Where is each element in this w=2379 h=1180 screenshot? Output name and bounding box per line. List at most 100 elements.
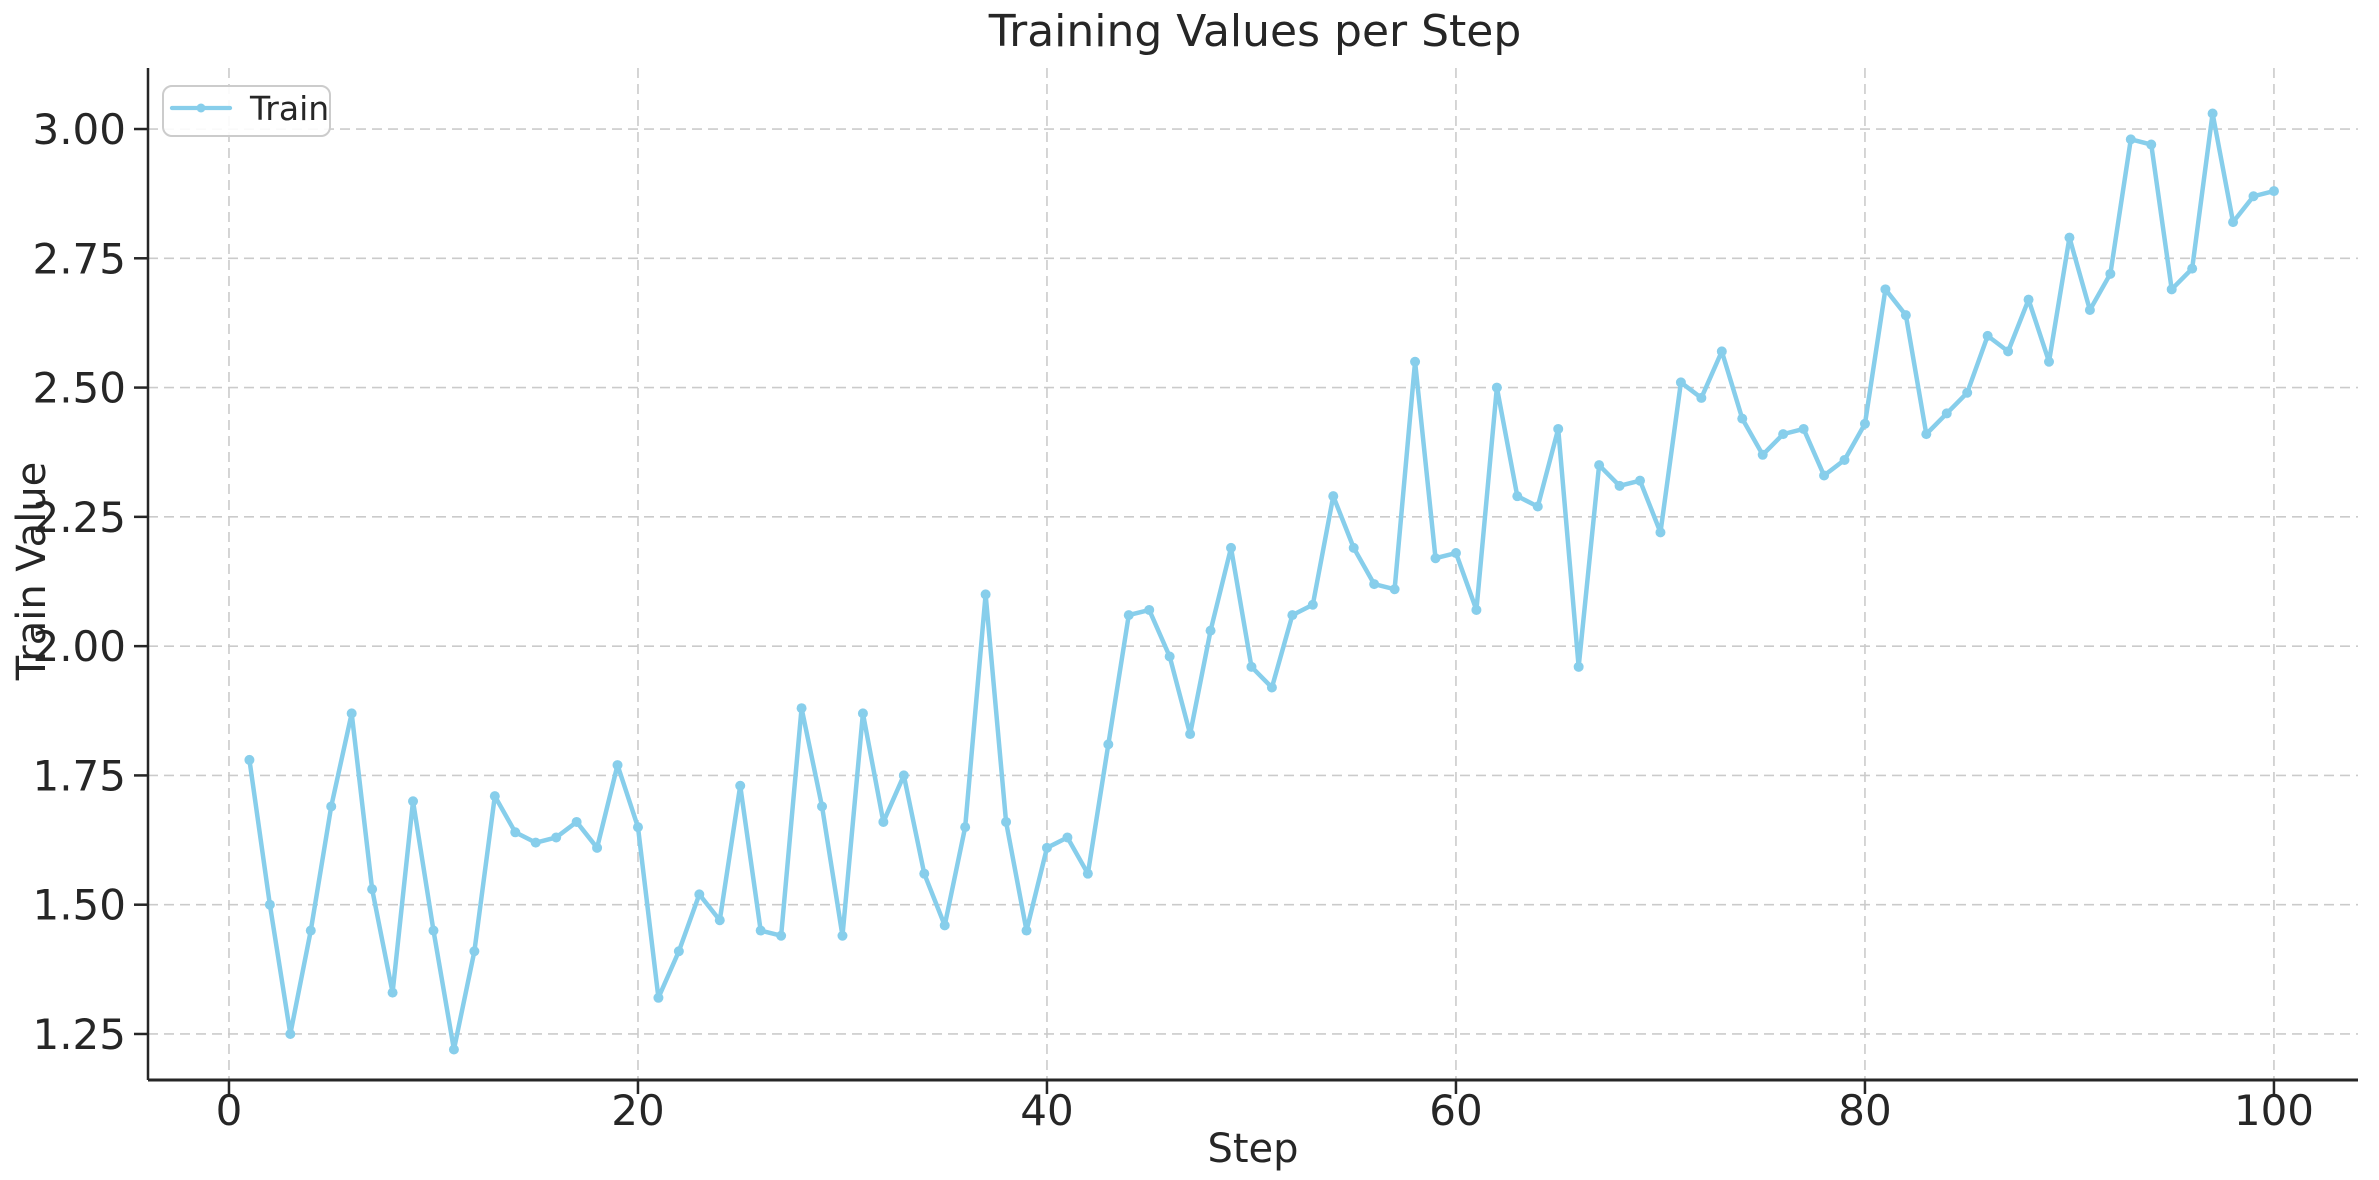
data-point-marker (2044, 356, 2055, 367)
data-point-marker (244, 754, 255, 765)
data-point-marker (1941, 408, 1952, 419)
data-point-marker (1655, 527, 1666, 538)
data-point-marker (817, 801, 828, 812)
data-point-marker (776, 930, 787, 941)
grid-lines (148, 68, 2358, 1080)
data-point-marker (1614, 480, 1625, 491)
data-point-marker (1369, 579, 1380, 590)
data-point-marker (1491, 382, 1502, 393)
y-tick-label: 3.00 (32, 105, 126, 154)
data-point-marker (2084, 305, 2095, 316)
data-point-marker (1348, 542, 1359, 553)
data-point-marker (1839, 454, 1850, 465)
data-point-marker (1573, 661, 1584, 672)
data-point-marker (2207, 108, 2218, 119)
train-series (244, 108, 2279, 1055)
data-point-marker (1819, 470, 1830, 481)
data-point-marker (489, 791, 500, 802)
data-point-marker (1778, 429, 1789, 440)
data-point-marker (1205, 625, 1216, 636)
train-series-line (247, 111, 2277, 1052)
data-point-marker (1062, 832, 1073, 843)
data-point-marker (960, 822, 971, 833)
x-tick-label: 80 (1838, 1086, 1891, 1135)
data-point-marker (1450, 548, 1461, 559)
data-point-marker (755, 925, 766, 936)
x-tick-label: 20 (611, 1086, 664, 1135)
legend-marker (196, 103, 206, 113)
x-tick-label: 100 (2234, 1086, 2314, 1135)
data-point-marker (408, 796, 419, 807)
y-tick-label: 2.25 (32, 493, 126, 542)
data-point-marker (796, 703, 807, 714)
x-tick-label: 40 (1020, 1086, 1073, 1135)
data-point-marker (264, 899, 275, 910)
axis-ticks: 0 20 40 60 80 100 1.25 1.50 1.75 2.00 2.25 2.50 2.75… (32, 105, 2314, 1135)
data-point-marker (2187, 263, 2198, 274)
y-tick-label: 2.75 (32, 234, 126, 283)
data-point-marker (1307, 599, 1318, 610)
data-point-marker (653, 992, 664, 1003)
data-point-marker (448, 1044, 459, 1055)
data-point-marker (1266, 682, 1277, 693)
data-point-marker (1900, 310, 1911, 321)
data-point-marker (1921, 429, 1932, 440)
data-point-marker (2003, 346, 2014, 357)
data-point-marker (592, 842, 603, 853)
y-tick-label: 1.50 (32, 881, 126, 930)
data-point-marker (1696, 392, 1707, 403)
data-point-marker (1962, 387, 1973, 398)
data-point-marker (1635, 475, 1646, 486)
data-point-marker (1675, 377, 1686, 388)
data-point-marker (1430, 553, 1441, 564)
legend-box (162, 85, 331, 137)
data-point-marker (1164, 651, 1175, 662)
data-point-marker (1389, 584, 1400, 595)
legend: Train (162, 85, 331, 137)
data-point-marker (714, 915, 725, 926)
data-point-marker (1880, 284, 1891, 295)
data-point-marker (1716, 346, 1727, 357)
data-point-marker (1757, 449, 1768, 460)
data-point-marker (1082, 868, 1093, 879)
x-tick-label: 0 (216, 1086, 243, 1135)
data-point-marker (2125, 134, 2136, 145)
data-point-marker (735, 780, 746, 791)
data-point-marker (1553, 423, 1564, 434)
data-point-marker (1123, 610, 1134, 621)
data-point-marker (346, 708, 357, 719)
data-point-marker (2268, 186, 2279, 197)
chart-title: Training Values per Step (988, 6, 1522, 57)
data-point-marker (2064, 232, 2075, 243)
data-point-marker (510, 827, 521, 838)
legend-label: Train (249, 89, 329, 128)
data-point-marker (1041, 842, 1052, 853)
data-point-marker (469, 946, 480, 957)
x-axis-label: Step (1207, 1126, 1298, 1172)
data-point-marker (857, 708, 868, 719)
data-point-marker (2146, 139, 2157, 150)
data-point-marker (694, 889, 705, 900)
data-point-marker (387, 987, 398, 998)
data-point-marker (285, 1028, 296, 1039)
data-point-marker (673, 946, 684, 957)
data-point-marker (428, 925, 439, 936)
data-point-marker (1798, 423, 1809, 434)
y-tick-label: 1.25 (32, 1010, 126, 1059)
data-point-marker (1328, 491, 1339, 502)
data-point-marker (1144, 604, 1155, 615)
data-point-marker (919, 868, 930, 879)
data-point-marker (1512, 491, 1523, 502)
data-point-marker (1001, 816, 1012, 827)
data-point-marker (1287, 610, 1298, 621)
data-point-marker (2023, 294, 2034, 305)
data-point-marker (1103, 739, 1114, 750)
data-point-marker (1594, 460, 1605, 471)
data-point-marker (571, 816, 582, 827)
data-point-marker (1185, 729, 1196, 740)
data-point-marker (551, 832, 562, 843)
y-axis-label: Train Value (9, 462, 55, 682)
data-point-marker (612, 760, 623, 771)
data-point-marker (1021, 925, 1032, 936)
